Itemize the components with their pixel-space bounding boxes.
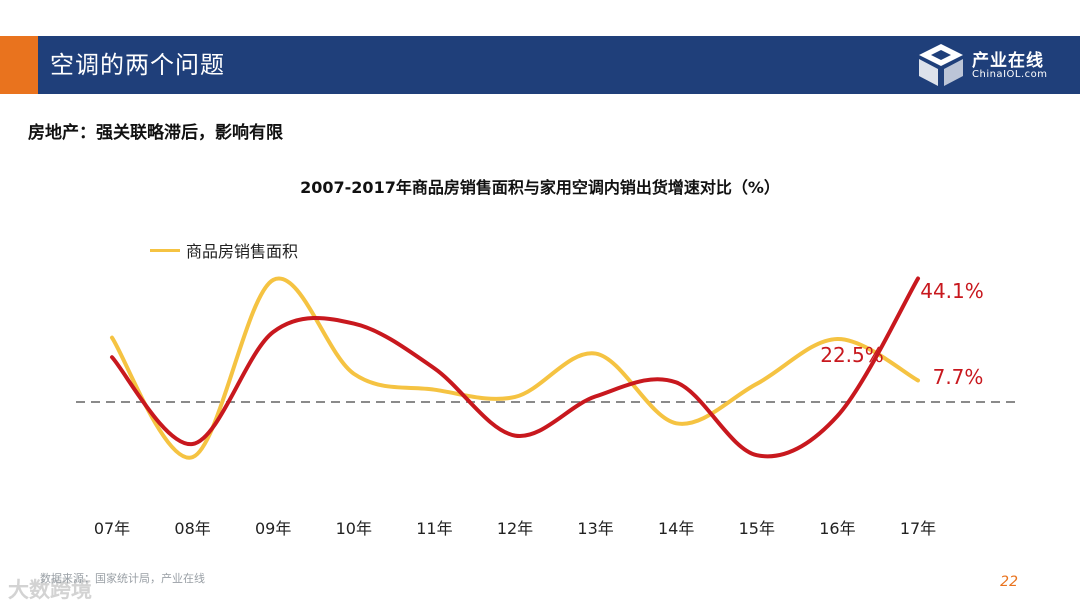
page-title: 空调的两个问题 bbox=[50, 51, 225, 79]
x-tick-label: 08年 bbox=[174, 519, 210, 538]
x-tick-label: 16年 bbox=[819, 519, 855, 538]
x-tick-label: 15年 bbox=[739, 519, 775, 538]
footer-source: 数据来源：国家统计局，产业在线 bbox=[40, 572, 205, 585]
section-subtitle: 房地产：强关联略滞后，影响有限 bbox=[28, 123, 283, 143]
x-tick-label: 12年 bbox=[497, 519, 533, 538]
series-line-housing-sales bbox=[110, 276, 920, 460]
cube-logo-icon bbox=[919, 44, 963, 86]
data-label: 44.1% bbox=[920, 279, 984, 303]
header-bar bbox=[0, 36, 1080, 94]
watermark-text: 大数跨境 bbox=[8, 578, 92, 602]
data-label: 7.7% bbox=[933, 365, 984, 389]
header-accent bbox=[0, 36, 38, 94]
x-tick-label: 14年 bbox=[658, 519, 694, 538]
data-label: 22.5% bbox=[820, 343, 884, 367]
x-tick-label: 09年 bbox=[255, 519, 291, 538]
x-tick-label: 11年 bbox=[416, 519, 452, 538]
x-tick-label: 10年 bbox=[336, 519, 372, 538]
logo-main-text: 产业在线 bbox=[972, 51, 1044, 71]
chart-title: 2007-2017年商品房销售面积与家用空调内销出货增速对比（%） bbox=[300, 178, 780, 197]
page-number: 22 bbox=[1000, 574, 1018, 590]
legend-swatch-yellow bbox=[150, 249, 180, 252]
x-tick-label: 07年 bbox=[94, 519, 130, 538]
brand-logo: 产业在线 ChinaIOL.com bbox=[916, 42, 1072, 88]
x-tick-label: 13年 bbox=[577, 519, 613, 538]
logo-sub-text: ChinaIOL.com bbox=[972, 69, 1048, 80]
legend-label: 商品房销售面积 bbox=[186, 242, 299, 261]
x-tick-label: 17年 bbox=[900, 519, 936, 538]
